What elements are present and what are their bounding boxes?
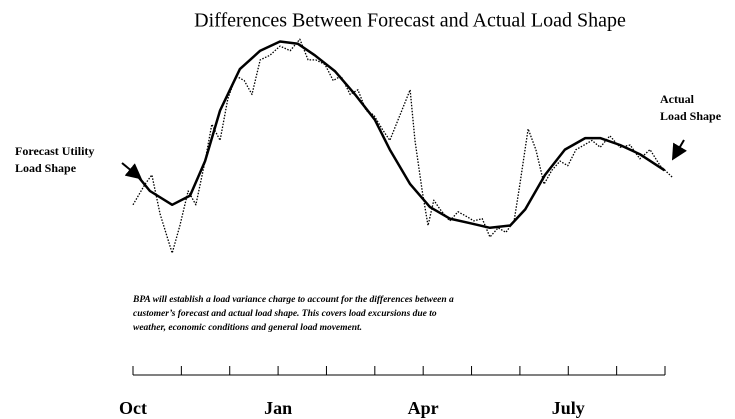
line-series [132, 38, 673, 254]
note-text: weather, economic conditions and general… [133, 323, 362, 333]
note-text: customer’s forecast and actual load shap… [133, 309, 437, 319]
annotation: Load Shape [660, 109, 722, 123]
note-text: BPA will establish a load variance charg… [132, 295, 454, 305]
x-tick-label: Apr [408, 398, 439, 418]
x-tick-label: Jan [264, 398, 292, 418]
chart-title: Differences Between Forecast and Actual … [194, 10, 626, 32]
annotation: Load Shape [15, 161, 77, 175]
annotation: Actual [660, 92, 695, 106]
annotation-arrow [671, 139, 687, 161]
annotation: Forecast Utility [15, 144, 94, 158]
x-tick-label: July [552, 398, 585, 418]
line-series [132, 40, 666, 230]
x-tick-label: Oct [119, 398, 147, 418]
